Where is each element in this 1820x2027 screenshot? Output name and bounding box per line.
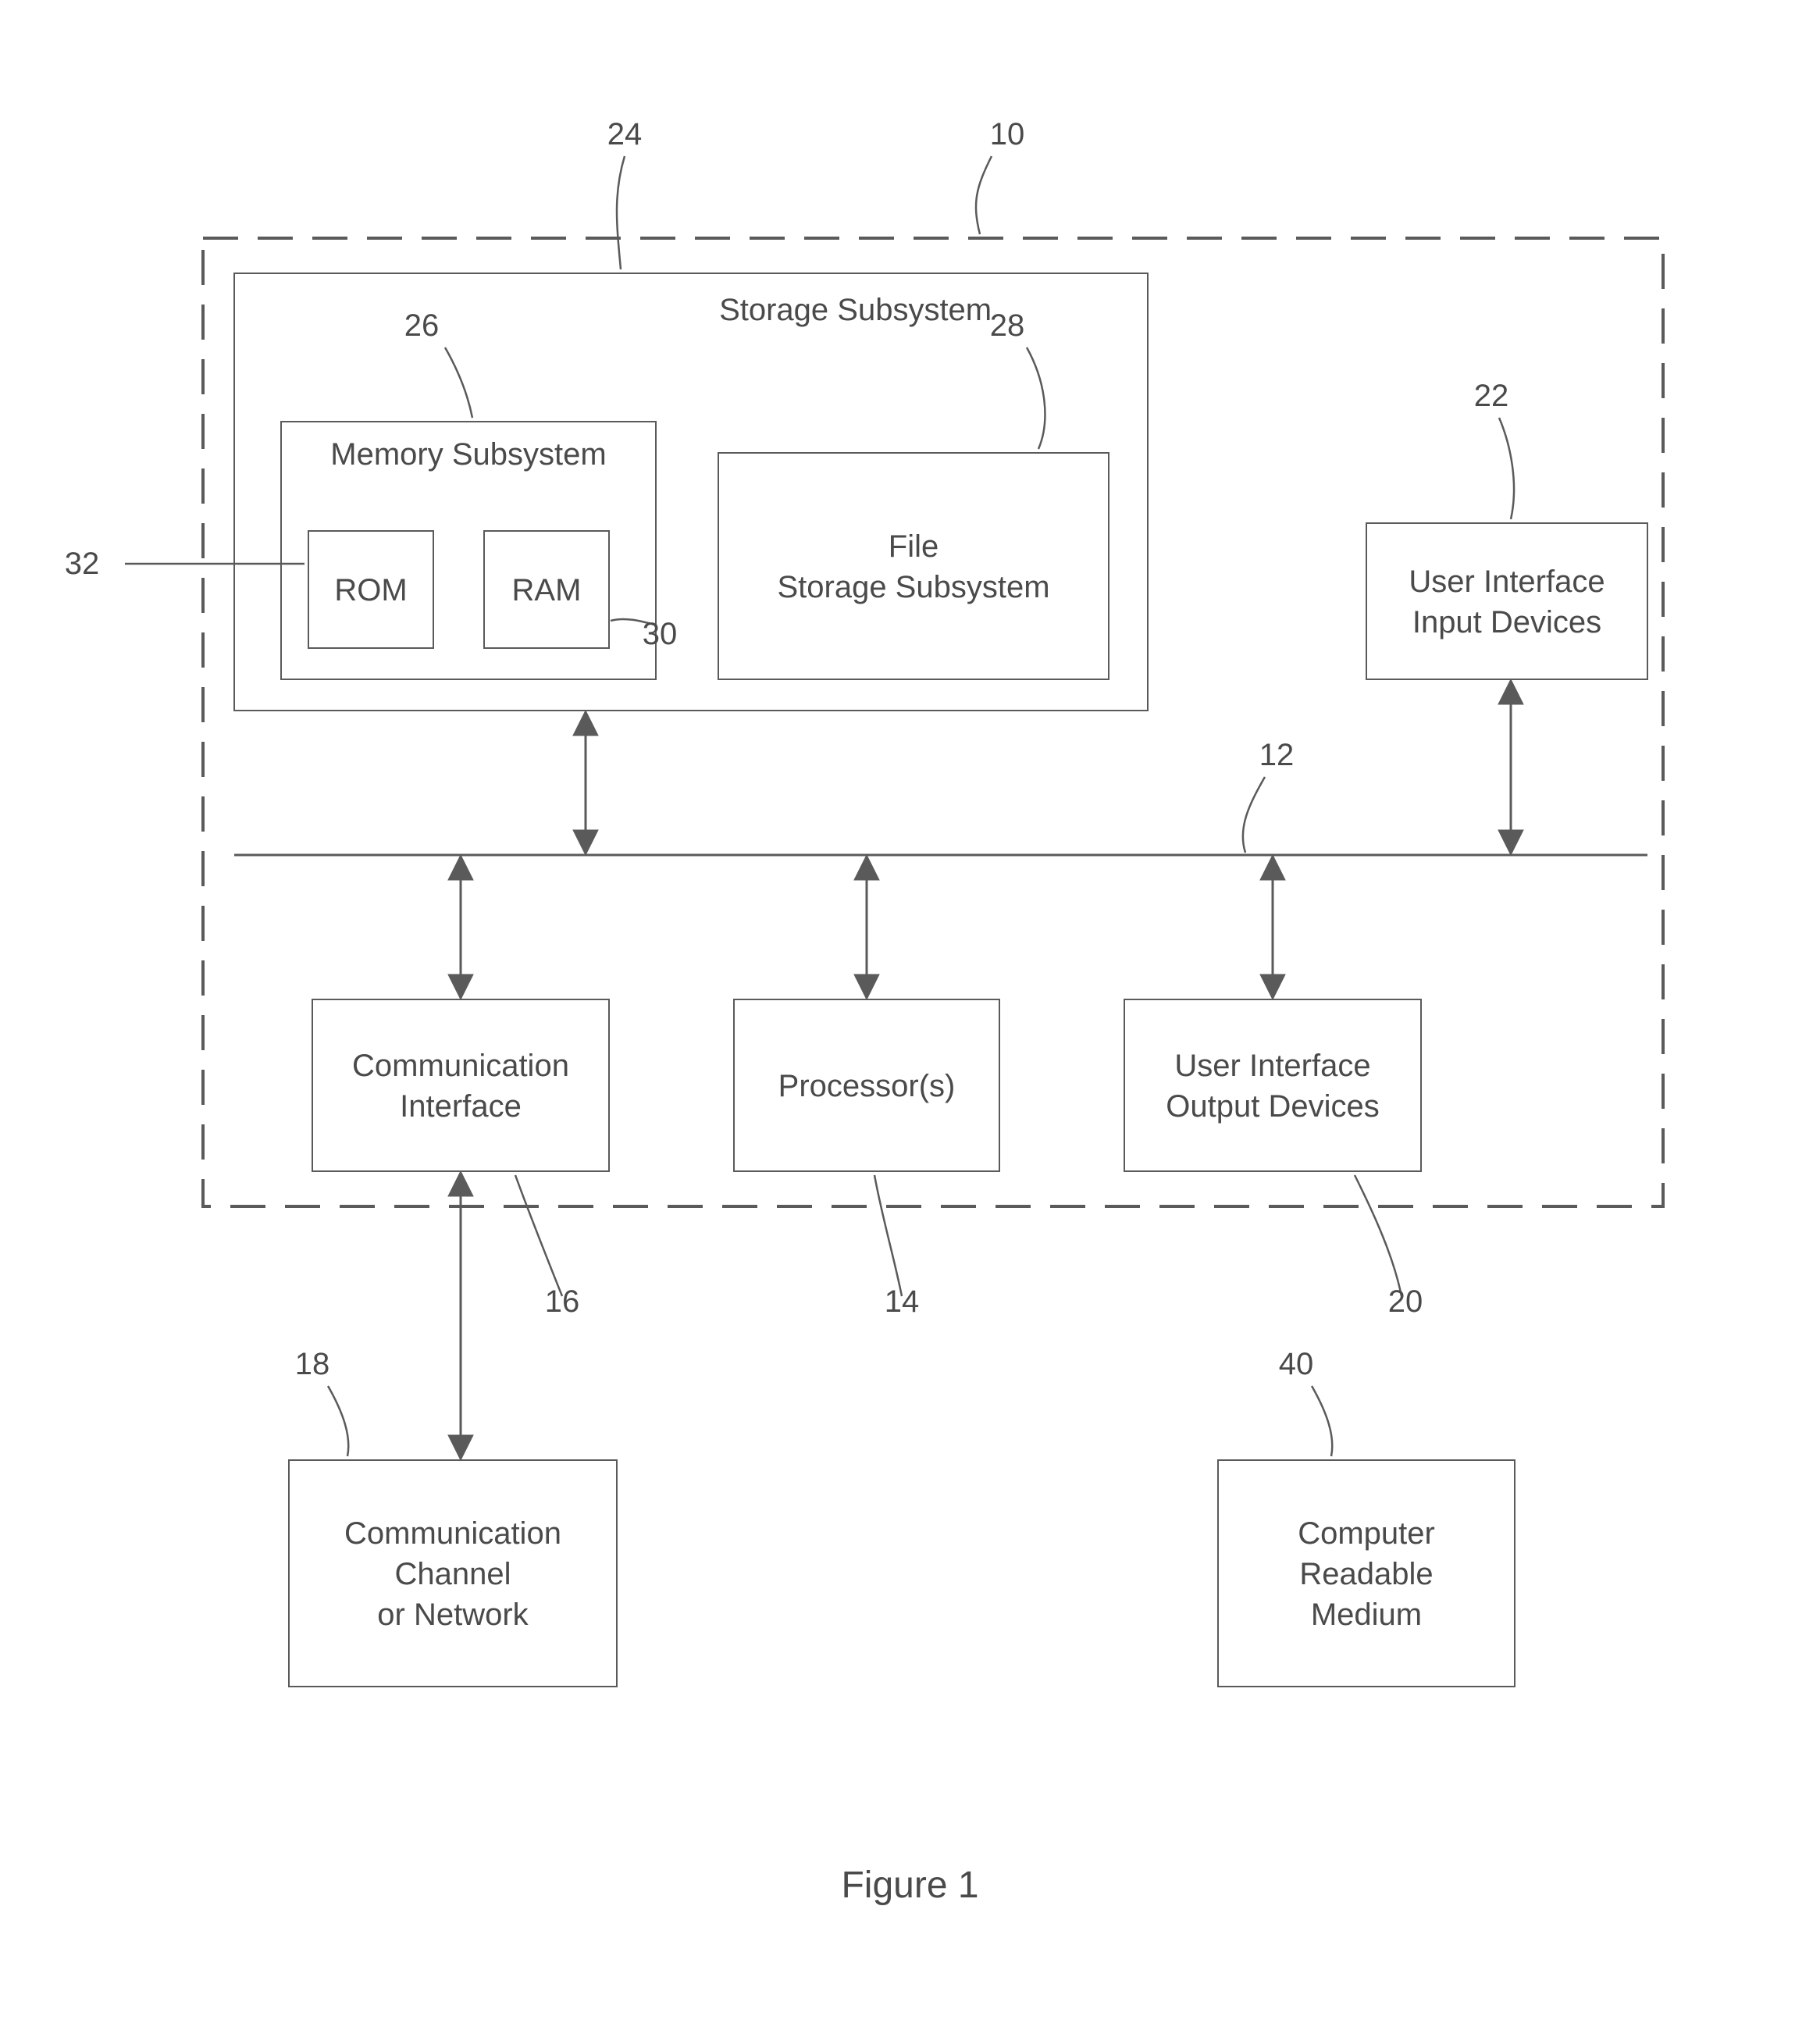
ref-16: 16 (515, 1175, 579, 1319)
ref-num-20: 20 (1388, 1284, 1423, 1319)
communication-interface-box: Communication Interface (312, 999, 609, 1171)
ref-10: 10 (976, 117, 1024, 234)
input-devices-label-line0: User Interface (1409, 565, 1605, 599)
input-to-bus-arrow (1498, 679, 1523, 855)
ram-box: RAM (484, 531, 609, 648)
ref-12: 12 (1243, 738, 1294, 853)
rom-label: ROM (334, 573, 407, 607)
processors-label: Processor(s) (778, 1069, 956, 1103)
processors-box: Processor(s) (734, 999, 999, 1171)
output-devices-label-line0: User Interface (1174, 1049, 1370, 1083)
storage-subsystem-label: Storage Subsystem (719, 293, 992, 327)
ref-num-28: 28 (990, 308, 1025, 343)
file-storage-subsystem-box: File Storage Subsystem (718, 453, 1109, 679)
comm-interface-label-line1: Interface (400, 1089, 522, 1124)
ref-num-12: 12 (1259, 738, 1295, 772)
comm-channel-label-line2: or Network (377, 1598, 529, 1632)
user-interface-output-devices-box: User Interface Output Devices (1124, 999, 1421, 1171)
ref-num-30: 30 (643, 617, 678, 651)
ref-20: 20 (1355, 1175, 1423, 1319)
ref-num-10: 10 (990, 117, 1025, 151)
ref-num-24: 24 (607, 117, 643, 151)
readable-medium-label-line0: Computer (1298, 1516, 1435, 1551)
ref-num-26: 26 (404, 308, 440, 343)
ref-num-14: 14 (885, 1284, 920, 1319)
figure-caption: Figure 1 (841, 1865, 978, 1906)
output-devices-label-line1: Output Devices (1166, 1089, 1379, 1124)
readable-medium-label-line2: Medium (1311, 1598, 1422, 1632)
user-interface-input-devices-box: User Interface Input Devices (1366, 523, 1647, 679)
output-to-bus-arrow (1260, 855, 1285, 999)
ref-24: 24 (607, 117, 643, 269)
ref-num-18: 18 (295, 1347, 330, 1381)
comm-to-channel-arrow (448, 1171, 473, 1460)
file-storage-label-line1: Storage Subsystem (777, 570, 1049, 604)
ref-num-32: 32 (65, 547, 100, 581)
ref-14: 14 (874, 1175, 919, 1319)
rom-box: ROM (308, 531, 433, 648)
ref-num-16: 16 (545, 1284, 580, 1319)
storage-to-bus-arrow (573, 711, 598, 855)
input-devices-label-line1: Input Devices (1412, 605, 1601, 639)
file-storage-label-line0: File (889, 529, 938, 564)
ref-18: 18 (295, 1347, 349, 1456)
comm-interface-label-line0: Communication (352, 1049, 569, 1083)
ref-num-22: 22 (1474, 379, 1509, 413)
proc-to-bus-arrow (854, 855, 879, 999)
ref-40: 40 (1279, 1347, 1333, 1456)
ram-label: RAM (512, 573, 582, 607)
memory-subsystem-label: Memory Subsystem (330, 437, 606, 472)
comm-channel-label-line0: Communication (344, 1516, 561, 1551)
communication-channel-box: Communication Channel or Network (289, 1460, 617, 1687)
ref-22: 22 (1474, 379, 1514, 519)
comm-channel-label-line1: Channel (394, 1557, 511, 1591)
computer-readable-medium-box: Computer Readable Medium (1218, 1460, 1515, 1687)
ref-num-40: 40 (1279, 1347, 1314, 1381)
readable-medium-label-line1: Readable (1299, 1557, 1433, 1591)
comm-to-bus-arrow (448, 855, 473, 999)
